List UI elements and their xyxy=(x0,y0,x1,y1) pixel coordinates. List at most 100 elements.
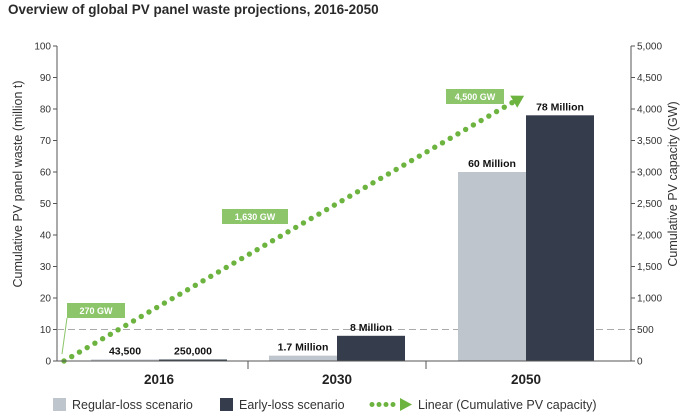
trend-dot xyxy=(254,246,260,253)
chart-title: Overview of global PV panel waste projec… xyxy=(8,2,379,17)
gw-annotation-leader xyxy=(61,317,68,355)
trend-dot xyxy=(184,287,191,293)
trend-dot xyxy=(169,295,175,302)
trend-dot xyxy=(339,197,345,204)
bar-value-label: 250,000 xyxy=(174,346,212,358)
trend-dot xyxy=(323,206,330,213)
legend-label: Linear (Cumulative PV capacity) xyxy=(418,398,597,412)
trend-dot xyxy=(76,349,83,355)
trend-dot xyxy=(115,327,121,333)
x-axis: 2016 2030 2050 xyxy=(57,360,631,387)
legend-swatch-early-loss xyxy=(220,398,233,411)
right-tick-label: 4,500 xyxy=(637,73,662,84)
trend-dot xyxy=(262,242,268,248)
left-tick-label: 70 xyxy=(40,136,52,147)
trend-dot xyxy=(424,148,430,155)
trend-dot xyxy=(447,135,453,142)
legend-trend-dot xyxy=(369,402,375,407)
left-tick-label: 80 xyxy=(40,105,52,116)
trend-dot xyxy=(486,113,492,119)
left-tick-label: 100 xyxy=(34,42,51,53)
trend-dot xyxy=(393,166,399,173)
trend-dot xyxy=(238,255,245,262)
trend-dot xyxy=(509,100,515,106)
left-tick-label: 0 xyxy=(45,357,51,368)
left-tick-label: 10 xyxy=(40,325,52,336)
right-axis: 0 500 1,000 1,500 2,000 2,500 3,000 3,500 4,000 4… xyxy=(630,42,662,368)
trend-dot xyxy=(246,251,253,257)
trend-dot xyxy=(401,162,407,168)
legend-label: Early-loss scenario xyxy=(239,398,345,412)
trend-dot xyxy=(277,233,283,240)
bar-early-loss-2050 xyxy=(526,115,594,361)
trend-dot xyxy=(354,189,361,195)
trend-dot xyxy=(200,278,206,284)
trend-dot xyxy=(92,340,98,346)
trend-dot xyxy=(300,220,307,226)
trend-dot xyxy=(69,353,75,360)
trend-dot xyxy=(285,229,291,235)
bar-early-loss-2030 xyxy=(337,335,405,361)
trend-dot xyxy=(223,264,229,271)
legend-trend-dot xyxy=(390,402,396,407)
trend-dot xyxy=(192,282,199,288)
trend-dot xyxy=(215,269,222,275)
trend-dot xyxy=(123,322,129,329)
trend-dot xyxy=(385,171,392,177)
trend-dot xyxy=(362,184,368,191)
trend-dot xyxy=(478,117,484,124)
gw-annotation-box xyxy=(67,303,125,318)
right-tick-label: 4,000 xyxy=(637,105,662,116)
right-tick-label: 500 xyxy=(637,325,654,336)
right-tick-label: 1,500 xyxy=(637,262,662,273)
trend-dot xyxy=(99,336,106,342)
gw-annotation-label: 1,630 GW xyxy=(235,212,276,222)
left-tick-label: 20 xyxy=(40,294,52,305)
bars-group: 43,500 250,000 1.7 Million 8 Million 60 Mill… xyxy=(91,101,594,361)
legend-label: Regular-loss scenario xyxy=(72,398,193,412)
bar-value-label: 8 Million xyxy=(350,322,392,334)
x-category-label: 2030 xyxy=(322,372,352,387)
trend-dot xyxy=(455,131,461,137)
trend-dot xyxy=(408,157,415,164)
x-category-label: 2016 xyxy=(144,372,175,387)
bar-value-label: 78 Million xyxy=(536,101,584,113)
trend-dot xyxy=(501,104,507,110)
trend-dot xyxy=(161,300,168,306)
bar-value-label: 60 Million xyxy=(468,158,516,170)
trend-dot xyxy=(138,313,144,320)
trend-dot xyxy=(107,331,114,337)
trend-dot xyxy=(177,291,183,297)
gw-annotation-box xyxy=(222,209,288,224)
x-category-label: 2050 xyxy=(511,372,541,387)
trend-dot xyxy=(153,304,160,311)
legend: Regular-loss scenario Early-loss scenario… xyxy=(53,398,597,412)
left-tick-label: 60 xyxy=(40,168,52,179)
trend-dot xyxy=(470,122,477,128)
trend-dot xyxy=(331,202,338,208)
right-tick-label: 0 xyxy=(637,357,643,368)
trend-dot xyxy=(370,180,376,186)
trend-dot xyxy=(130,318,137,324)
right-tick-label: 3,000 xyxy=(637,168,662,179)
trend-dot xyxy=(84,344,90,351)
left-tick-label: 30 xyxy=(40,262,52,273)
legend-trend-dot xyxy=(383,402,389,407)
bar-early-loss-2016 xyxy=(159,359,227,361)
y-axis-title: Cumulative PV panel waste (million t) xyxy=(11,80,25,287)
right-tick-label: 2,000 xyxy=(637,231,662,242)
left-tick-label: 40 xyxy=(40,231,52,242)
bar-regular-loss-2050 xyxy=(458,172,526,361)
right-tick-label: 1,000 xyxy=(637,294,662,305)
trend-dot xyxy=(231,260,237,266)
trend-dot xyxy=(432,144,438,150)
legend-swatch-regular-loss xyxy=(53,398,66,411)
trend-arrow-head xyxy=(510,95,525,108)
legend-trend-arrow xyxy=(400,398,412,411)
trend-dot xyxy=(208,273,214,280)
trend-dot xyxy=(377,175,384,182)
trend-dot xyxy=(146,309,152,315)
gw-annotation-label: 4,500 GW xyxy=(455,92,496,102)
legend-trend-dot xyxy=(376,402,382,407)
